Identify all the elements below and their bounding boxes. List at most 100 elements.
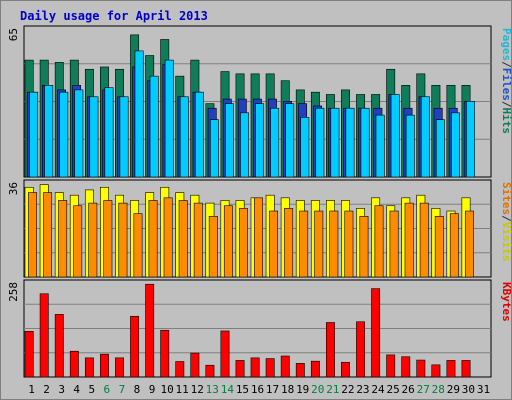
chart-title: Daily usage for April 2013 [20,9,208,23]
bar-sites-8 [133,213,143,278]
bar-sites-14 [223,205,233,278]
bar-pages-6 [104,87,114,178]
bar-sites-10 [163,197,173,278]
bar-kbytes-29 [446,360,456,378]
x-tick-label: 30 [462,383,475,396]
bar-sites-9 [148,200,158,278]
bar-kbytes-14 [220,330,230,378]
x-tick-label: 23 [356,383,369,396]
bar-kbytes-17 [265,358,275,378]
bar-kbytes-2 [39,293,49,378]
bar-kbytes-5 [84,357,94,378]
x-tick-label: 19 [296,383,309,396]
bar-pages-21 [330,107,340,178]
bar-sites-2 [43,192,53,278]
bar-pages-25 [390,94,400,178]
bar-pages-1 [29,91,39,178]
bar-sites-16 [254,197,263,278]
bar-sites-23 [359,216,369,278]
panel-middle-ymax-label: 36 [7,182,20,195]
bar-sites-15 [238,208,248,278]
x-tick-label: 29 [447,383,460,396]
bar-pages-27 [420,96,430,178]
bar-sites-1 [28,192,37,278]
bar-kbytes-24 [371,288,381,378]
bar-kbytes-12 [190,352,200,378]
bar-sites-17 [269,210,279,278]
bar-pages-15 [240,112,250,178]
panel-middle-side-label: Sites/Visits [500,182,512,262]
bar-pages-16 [255,103,265,178]
x-tick-label: 3 [58,383,65,396]
bar-sites-24 [374,205,384,278]
bar-pages-9 [149,75,159,178]
x-tick-label: 22 [341,383,354,396]
bar-sites-11 [178,200,188,278]
x-tick-label: 18 [281,383,294,396]
x-tick-label: 17 [266,383,279,396]
bar-pages-4 [74,89,84,178]
series-sites [28,192,474,278]
bar-pages-30 [466,101,475,178]
bar-kbytes-3 [54,314,64,378]
legend-: / [500,61,512,68]
x-tick-label: 11 [176,383,189,396]
x-tick-label: 2 [43,383,50,396]
bar-pages-28 [435,119,445,178]
series-kbytes [24,283,471,378]
bar-sites-7 [118,202,128,278]
bar-sites-25 [389,210,399,278]
bar-pages-14 [225,103,234,178]
bar-sites-6 [103,200,113,278]
panel-top-side-label: Pages/Files/Hits [500,28,512,134]
bar-pages-3 [59,91,69,178]
x-tick-label: 9 [149,383,156,396]
bar-kbytes-26 [401,356,411,378]
bar-kbytes-22 [341,361,350,378]
bar-pages-10 [164,59,174,178]
legend-kbytes: KBytes [500,282,512,322]
x-tick-label: 21 [326,383,339,396]
bar-kbytes-13 [205,364,215,378]
bar-pages-20 [315,107,325,178]
bar-kbytes-4 [69,350,79,378]
x-tick-label: 25 [386,383,399,396]
bar-pages-8 [134,50,144,178]
x-tick-label: 4 [73,383,80,396]
bar-pages-12 [194,91,204,178]
legend-hits: Hits [500,108,512,135]
bar-sites-20 [314,210,324,278]
bar-sites-12 [193,202,203,278]
bar-kbytes-27 [416,359,426,378]
bar-sites-27 [419,202,429,278]
bar-sites-28 [434,216,444,278]
bar-kbytes-19 [295,363,305,378]
x-tick-label: 16 [251,383,264,396]
bar-kbytes-11 [175,361,185,378]
panel-bottom-side-label: KBytes [500,282,512,322]
x-tick-label: 10 [160,383,173,396]
bar-sites-29 [449,213,459,278]
series-pages [29,50,475,178]
bar-kbytes-10 [160,329,170,378]
bar-kbytes-7 [115,357,124,378]
x-tick-label: 14 [221,383,235,396]
bar-pages-22 [345,107,355,178]
bar-sites-13 [208,216,218,278]
x-tick-label: 28 [432,383,445,396]
x-tick-label: 24 [371,383,385,396]
bar-kbytes-25 [386,354,396,378]
bar-sites-18 [284,208,294,278]
bar-kbytes-20 [310,360,320,378]
bar-pages-2 [44,85,54,178]
x-tick-label: 5 [88,383,95,396]
bar-pages-26 [405,114,415,178]
bar-sites-21 [329,210,339,278]
bar-pages-17 [270,107,280,178]
bar-kbytes-23 [356,321,366,378]
bar-pages-23 [360,107,370,178]
x-tick-label: 20 [311,383,324,396]
bar-sites-22 [344,210,354,278]
bar-sites-4 [73,205,83,278]
